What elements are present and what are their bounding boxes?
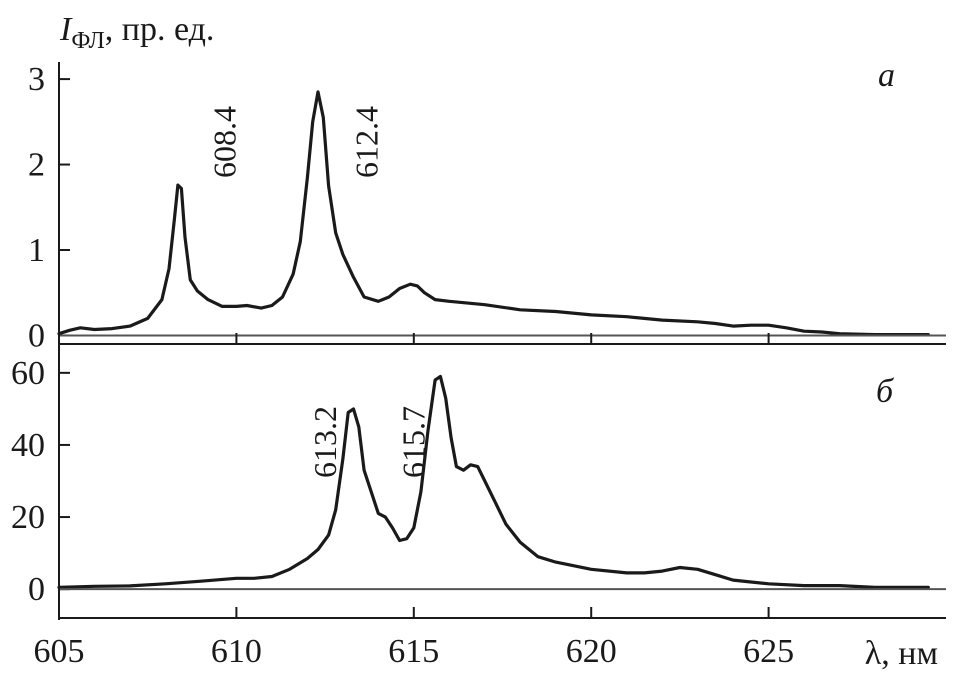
y-axis-title-sub: ФЛ xyxy=(71,28,104,54)
panel-b: б 0 20 40 60 613.2 615.7 xyxy=(11,355,946,608)
panel-a-peak-label: 608.4 xyxy=(207,106,243,178)
panel-a-y-tick-label: 0 xyxy=(28,317,45,354)
panel-b-peak-label: 613.2 xyxy=(307,406,343,478)
panel-a-y-tick-label: 1 xyxy=(28,232,45,269)
divider-ticks xyxy=(58,333,770,344)
y-axis-title-rest: , пр. ед. xyxy=(105,11,215,48)
panel-b-spectrum-line xyxy=(57,374,930,589)
panel-a-y-ticks: 0 1 2 3 xyxy=(28,61,70,354)
panel-a-y-tick-label: 2 xyxy=(28,147,45,184)
x-axis-ticks: 605 610 615 620 625 xyxy=(34,607,794,670)
x-tick-label: 605 xyxy=(34,633,85,670)
y-axis-title: IФЛ, пр. ед. xyxy=(59,11,214,54)
panel-b-y-tick-label: 40 xyxy=(11,427,45,464)
panel-b-annotations: 613.2 615.7 xyxy=(307,406,432,478)
x-tick-label: 625 xyxy=(743,633,794,670)
panel-b-letter: б xyxy=(876,373,895,410)
panel-b-y-tick-label: 60 xyxy=(11,355,45,392)
panel-a-peak-label: 612.4 xyxy=(349,106,385,178)
x-tick-label: 620 xyxy=(566,633,617,670)
panel-b-y-tick-label: 0 xyxy=(28,571,45,608)
x-axis-title: λ, нм xyxy=(865,635,938,672)
panel-a-spectrum-line xyxy=(57,90,930,337)
panel-a-letter: а xyxy=(878,57,895,94)
panel-a-y-tick-label: 3 xyxy=(28,61,45,98)
y-axis-title-main: I xyxy=(59,11,73,48)
panel-b-y-ticks: 0 20 40 60 xyxy=(11,355,70,608)
panel-b-y-tick-label: 20 xyxy=(11,499,45,536)
x-tick-label: 615 xyxy=(388,633,439,670)
panel-a-annotations: 608.4 612.4 xyxy=(207,106,385,178)
x-tick-label: 610 xyxy=(211,633,262,670)
panel-a: а 0 1 2 3 608.4 612.4 xyxy=(28,57,946,354)
